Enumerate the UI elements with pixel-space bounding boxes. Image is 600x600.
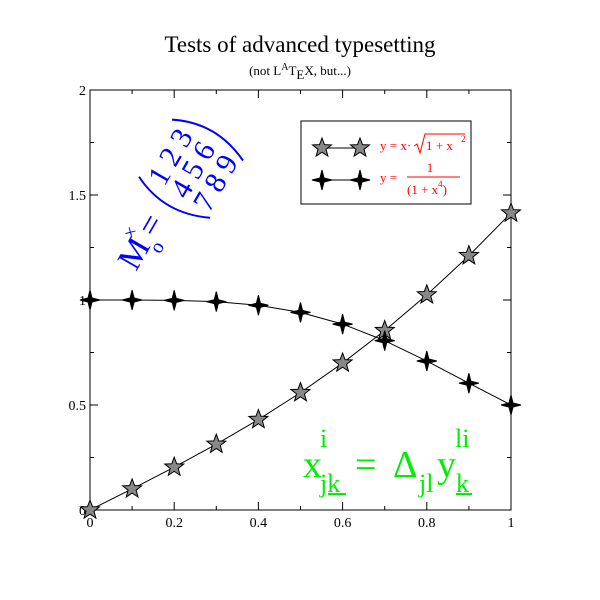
x-tick-label: 0.6 <box>334 516 352 531</box>
data-point-series-1 <box>500 201 522 223</box>
data-point-series-1 <box>163 455 186 477</box>
tensor-x: x <box>303 444 322 486</box>
legend-sample-marker <box>311 136 333 158</box>
chart-subtitle-mid: T <box>288 63 296 78</box>
legend-sample-marker <box>311 169 333 191</box>
matrix-right-paren <box>171 118 244 162</box>
legend-label-series-2: y = 1 (1 + x4) <box>380 160 460 197</box>
legend-1-sqrt-sign <box>413 133 465 155</box>
data-point-series-2 <box>500 394 522 416</box>
annotation-matrix: M × o = 1 2 3 4 5 6 7 8 9 <box>111 118 245 276</box>
chart-subtitle-sub: E <box>296 67 304 82</box>
legend-2-numerator: 1 <box>427 160 434 175</box>
annotation-tensor: x i jk = Δ jl y li k <box>303 424 472 498</box>
axes-ticks: 0 0.2 0.4 0.6 0.8 1 0 0.5 1 1.5 2 <box>69 84 515 531</box>
data-point-series-1 <box>415 283 438 305</box>
legend-1-radicand: 1 + x <box>426 138 453 153</box>
y-tick-label: 0 <box>79 504 86 519</box>
legend-2-den-pre: (1 + x <box>407 182 439 197</box>
x-tick-label: 0.8 <box>418 516 436 531</box>
chart-subtitle: (not LATEX, but...) <box>249 62 351 82</box>
chart-subtitle-pre: (not L <box>249 63 281 78</box>
tensor-equals: = <box>355 444 376 486</box>
tensor-delta-sub: jl <box>418 469 433 498</box>
x-tick-label: 1 <box>508 516 515 531</box>
tensor-x-sub-j: j <box>319 469 327 498</box>
y-tick-label: 0.5 <box>69 399 87 414</box>
matrix-entries: 1 2 3 4 5 6 7 8 9 <box>142 123 245 217</box>
data-point-series-1 <box>121 477 143 499</box>
data-point-series-2 <box>206 291 227 312</box>
x-tick-label: 0.2 <box>165 516 183 531</box>
data-point-series-1 <box>79 498 101 520</box>
tensor-delta: Δ <box>393 444 417 486</box>
data-point-series-1 <box>331 351 354 373</box>
data-point-series-2 <box>164 290 185 311</box>
data-point-series-2 <box>374 330 395 351</box>
y-tick-label: 2 <box>79 84 86 99</box>
legend-1-exp: 2 <box>461 134 466 144</box>
x-tick-label: 0 <box>87 516 94 531</box>
data-point-series-2 <box>121 289 143 311</box>
legend-1-lhs: y = x· <box>380 138 411 153</box>
legend-sample-marker <box>349 136 371 158</box>
tensor-x-sub: jk <box>319 469 340 498</box>
data-point-series-2 <box>79 289 101 311</box>
legend-2-den-exp: 4 <box>438 179 443 189</box>
data-point-series-1 <box>205 432 228 454</box>
data-point-series-1 <box>247 408 270 429</box>
y-tick-label: 1 <box>79 294 86 309</box>
chart-subtitle-post: X, but...) <box>304 63 351 78</box>
y-tick-label: 1.5 <box>69 189 87 204</box>
legend: y = x· 1 + x 2 y = 1 (1 + x4) <box>300 120 472 205</box>
legend-sample-marker <box>349 169 371 191</box>
x-tick-label: 0.4 <box>250 516 268 531</box>
data-point-series-2 <box>332 313 353 335</box>
chart-title: Tests of advanced typesetting <box>164 32 436 57</box>
legend-2-den-post: ) <box>443 182 447 197</box>
data-point-series-2 <box>416 350 437 372</box>
tensor-y-sub: k <box>456 469 469 498</box>
legend-sample-star <box>311 136 371 158</box>
series-markers <box>79 201 522 520</box>
tensor-x-sup: i <box>320 424 327 453</box>
data-point-series-2 <box>458 373 480 394</box>
data-point-series-2 <box>248 295 269 316</box>
legend-label-series-1: y = x· 1 + x 2 <box>380 133 466 155</box>
legend-sample-plus <box>311 169 371 191</box>
legend-box <box>300 120 472 205</box>
data-point-series-1 <box>458 244 480 265</box>
chart-subtitle-sup: A <box>281 62 289 73</box>
legend-2-lhs: y = <box>380 170 397 185</box>
legend-2-denominator: (1 + x4) <box>407 179 447 197</box>
tensor-x-sub-k: k <box>327 469 340 498</box>
data-point-series-1 <box>289 381 312 402</box>
matrix-left-paren <box>138 176 211 219</box>
data-point-series-2 <box>290 302 311 323</box>
tensor-y: y <box>437 444 456 486</box>
tensor-y-sup: li <box>455 424 469 453</box>
